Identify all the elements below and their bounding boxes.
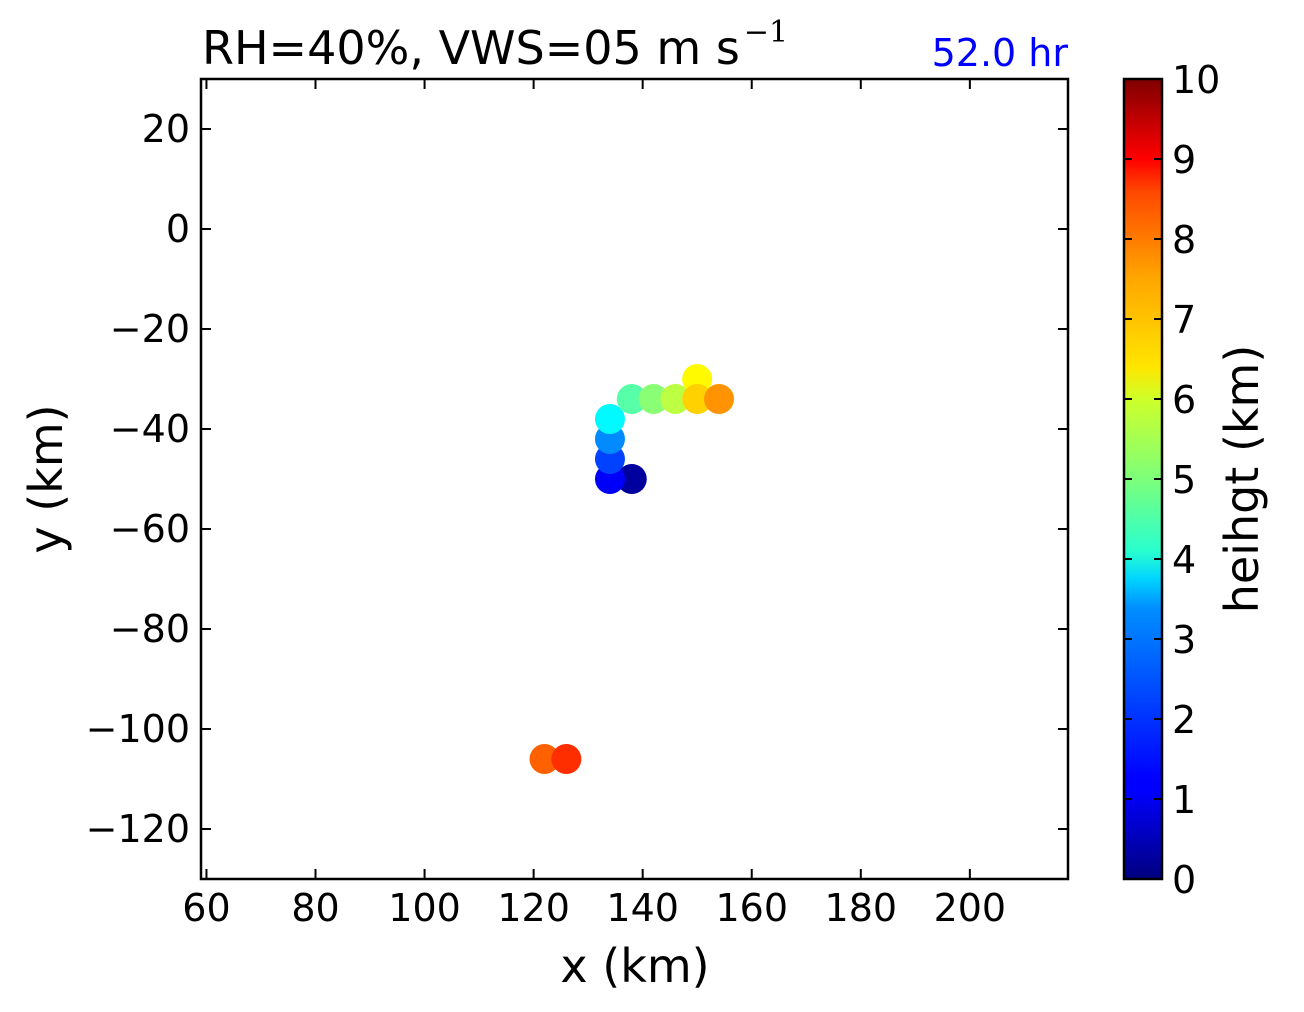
x-axis-label: x (km) (560, 939, 709, 993)
colorbar-tick-label: 8 (1172, 218, 1196, 262)
colorbar-ticks: 0 1 2 3 4 5 6 7 8 9 10 (1124, 58, 1220, 902)
colorbar-tick-label: 3 (1172, 618, 1196, 662)
x-axis-ticks: 60 80 100 120 140 160 180 200 (182, 79, 1006, 930)
y-tick-label: −60 (110, 507, 190, 551)
y-tick-label: −20 (110, 307, 190, 351)
scatter-points (529, 364, 735, 774)
plot-area: 60 80 100 120 140 160 180 200 200−20−40−60−80−1… (86, 77, 1070, 930)
colorbar-tick-label: 9 (1172, 138, 1196, 182)
colorbar-tick-label: 5 (1172, 458, 1196, 502)
scatter-point (529, 744, 560, 774)
x-tick-label: 140 (606, 886, 679, 930)
colorbar-label: heihgt (km) (1215, 345, 1269, 614)
x-tick-label: 60 (182, 886, 230, 930)
y-tick-label: −100 (86, 707, 190, 751)
y-tick-label: 20 (142, 107, 190, 151)
scatter-point (616, 384, 647, 414)
scatter-point (594, 404, 625, 434)
y-tick-label: −80 (110, 607, 190, 651)
colorbar: 0 1 2 3 4 5 6 7 8 9 10 (1122, 58, 1220, 902)
scatter-point (551, 744, 582, 774)
scatter-point (660, 384, 691, 414)
colorbar-tick-label: 2 (1172, 698, 1196, 742)
x-tick-label: 200 (934, 886, 1007, 930)
x-tick-label: 80 (291, 886, 339, 930)
scatter-point (616, 464, 647, 494)
y-tick-label: −40 (110, 407, 190, 451)
y-axis-label: y (km) (19, 404, 73, 553)
x-tick-label: 180 (825, 886, 898, 930)
x-tick-label: 120 (497, 886, 570, 930)
x-tick-label: 100 (388, 886, 461, 930)
colorbar-tick-label: 10 (1172, 58, 1220, 102)
colorbar-tick-label: 1 (1172, 778, 1196, 822)
scatter-point (704, 384, 735, 414)
colorbar-tick-label: 0 (1172, 858, 1196, 902)
y-tick-label: 0 (166, 207, 190, 251)
scatter-point (638, 384, 669, 414)
scatter-point (682, 384, 713, 414)
x-tick-label: 160 (715, 886, 788, 930)
colorbar-tick-label: 4 (1172, 538, 1196, 582)
title-superscript: −1 (744, 15, 788, 50)
y-axis-ticks: 20 0 −20 −40 −60 −80 −100 −120 (86, 107, 1068, 851)
colorbar-tick-label: 6 (1172, 378, 1196, 422)
chart-title: RH=40%, VWS=05 m s −1 (202, 15, 788, 75)
colorbar-tick-label: 7 (1172, 298, 1196, 342)
y-tick-label: −120 (86, 807, 190, 851)
title-main: RH=40%, VWS=05 m s (202, 21, 740, 75)
time-label: 52.0 hr (932, 31, 1069, 75)
